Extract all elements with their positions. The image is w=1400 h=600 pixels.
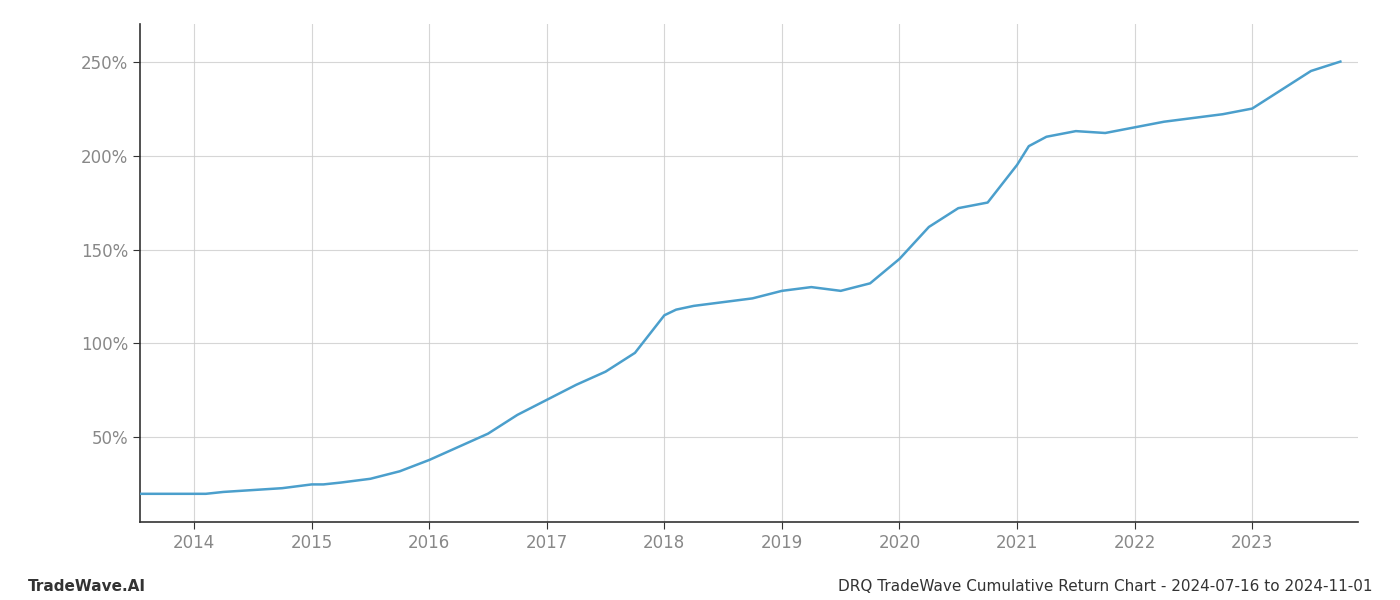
- Text: DRQ TradeWave Cumulative Return Chart - 2024-07-16 to 2024-11-01: DRQ TradeWave Cumulative Return Chart - …: [837, 579, 1372, 594]
- Text: TradeWave.AI: TradeWave.AI: [28, 579, 146, 594]
